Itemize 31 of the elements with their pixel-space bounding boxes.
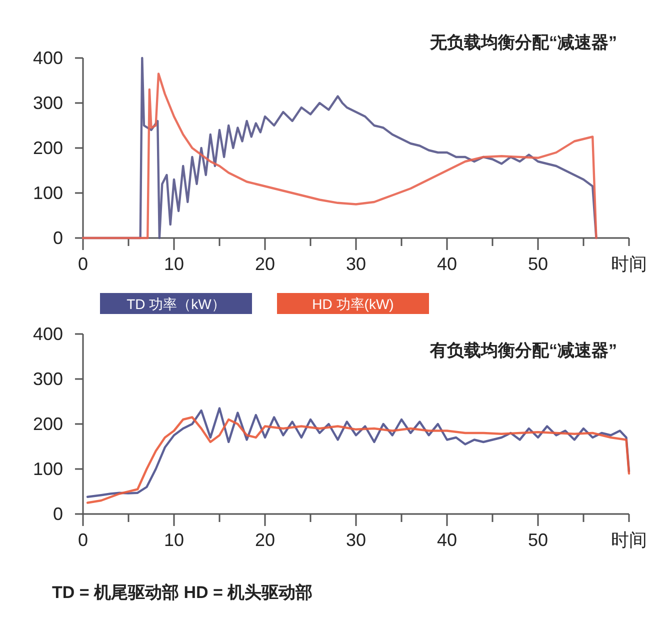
chart-title: 有负载均衡分配“减速器” [429,341,617,360]
line-series [86,416,630,504]
x-tick-label: 50 [528,530,548,550]
x-axis-title: 时间 [611,254,647,274]
x-tick-label: 10 [164,530,184,550]
x-tick-label: 40 [436,530,458,550]
y-tick-label: 0 [52,228,63,248]
text: TD 功率（kW） [126,296,226,312]
y-tick-label: 200 [32,138,63,158]
y-tick-label: 400 [32,48,63,68]
x-tick-label: 40 [436,254,458,274]
y-tick-label: 100 [32,183,63,203]
y-tick-label: 100 [32,459,63,479]
y-tick-label: 300 [32,369,63,389]
y-tick-label: 400 [32,324,63,344]
y-tick-label: 0 [52,504,63,524]
y-tick-label: 200 [32,414,63,434]
x-tick-label: 20 [254,530,276,550]
x-tick-label: 30 [346,254,366,274]
x-tick-label: 10 [164,254,184,274]
x-axis-title: 时间 [611,530,647,550]
x-tick-label: 20 [254,254,276,274]
line-series [86,407,630,498]
text: TD = 机尾驱动部 HD = 机头驱动部 [52,583,313,602]
x-tick-label: 0 [78,530,88,550]
text: HD 功率(kW) [312,296,394,312]
x-tick-label: 50 [528,254,548,274]
x-tick-label: 30 [346,530,366,550]
y-tick-label: 300 [32,93,63,113]
chart-title: 无负载均衡分配“减速器” [429,33,617,52]
x-tick-label: 0 [78,254,88,274]
